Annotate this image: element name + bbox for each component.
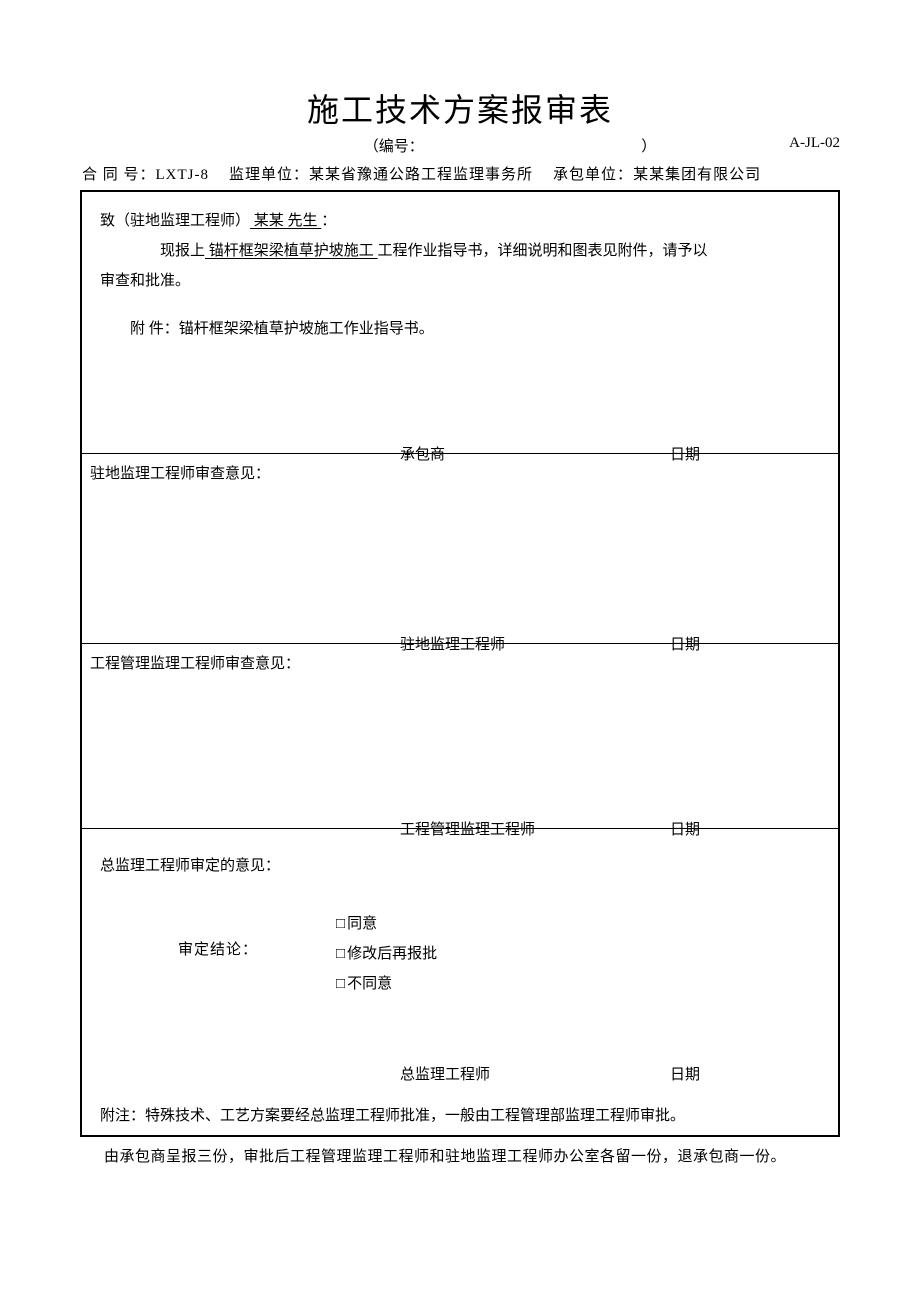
contract-info: 合 同 号：LXTJ-8 <box>82 163 209 184</box>
submit-prefix: 现报上 <box>160 243 205 259</box>
contract-label: 合 同 号： <box>82 167 156 183</box>
section-management-review: 工程管理监理工程师审查意见： 工程管理监理工程师 日期 <box>81 643 839 828</box>
resident-review-label: 驻地监理工程师审查意见： <box>82 454 838 483</box>
contract-value: LXTJ-8 <box>156 167 210 183</box>
doc-number-close: ） <box>641 139 656 155</box>
conclusion-label: 审定结论： <box>100 909 336 999</box>
contractor-value: 某某集团有限公司 <box>633 167 761 183</box>
doc-number: （编号： ） <box>80 135 840 156</box>
option-agree: □同意 <box>336 909 437 939</box>
to-name: 某某 先生 <box>250 213 321 229</box>
appendix-note: 附注：特殊技术、工艺方案要经总监理工程师批准，一般由工程管理部监理工程师审批。 <box>100 1104 820 1125</box>
section-chief-review: 总监理工程师审定的意见： 审定结论： □同意 □修改后再报批 □不同意 总监理工… <box>81 828 839 1136</box>
management-review-label: 工程管理监理工程师审查意见： <box>82 644 838 673</box>
option-revise-text: 修改后再报批 <box>347 946 437 962</box>
doc-number-label: （编号： <box>364 139 424 155</box>
submit-line2: 审查和批准。 <box>100 266 820 296</box>
submit-suffix: 工程作业指导书，详细说明和图表见附件，请予以 <box>378 243 708 259</box>
form-title: 施工技术方案报审表 <box>80 85 840 131</box>
to-suffix: ： <box>321 213 336 229</box>
footer-note: 由承包商呈报三份，审批后工程管理监理工程师和驻地监理工程师办公室各留一份，退承包… <box>80 1145 840 1166</box>
option-agree-text: 同意 <box>347 916 377 932</box>
doc-number-row: （编号： ） A-JL-02 <box>80 135 840 157</box>
supervisor-info: 监理单位：某某省豫通公路工程监理事务所 <box>229 163 533 184</box>
section-submission: 致（驻地监理工程师） 某某 先生 ： 现报上 锚杆框架梁植草护坡施工 工程作业指… <box>81 191 839 453</box>
conclusion-block: 审定结论： □同意 □修改后再报批 □不同意 <box>100 909 820 999</box>
option-revise: □修改后再报批 <box>336 939 437 969</box>
supervisor-value: 某某省豫通公路工程监理事务所 <box>309 167 533 183</box>
supervisor-label: 监理单位： <box>229 167 309 183</box>
attachment-text: 锚杆框架梁植草护坡施工作业指导书。 <box>179 321 434 337</box>
addressee-line: 致（驻地监理工程师） 某某 先生 ： <box>100 206 820 236</box>
submit-item: 锚杆框架梁植草护坡施工 <box>205 243 378 259</box>
chief-review-label: 总监理工程师审定的意见： <box>100 851 820 881</box>
sig-role-chief: 总监理工程师 <box>400 1063 490 1084</box>
doc-number-spacer <box>427 139 637 155</box>
contractor-info: 承包单位：某某集团有限公司 <box>553 163 761 184</box>
checkbox-icon: □ <box>336 969 345 999</box>
conclusion-options: □同意 □修改后再报批 □不同意 <box>336 909 437 999</box>
attachment-line: 附 件：锚杆框架梁植草护坡施工作业指导书。 <box>100 314 820 344</box>
contractor-label: 承包单位： <box>553 167 633 183</box>
header-info: 合 同 号：LXTJ-8 监理单位：某某省豫通公路工程监理事务所 承包单位：某某… <box>80 163 840 184</box>
sig-date-chief: 日期 <box>670 1063 700 1084</box>
option-disagree-text: 不同意 <box>347 976 392 992</box>
attachment-label: 附 件： <box>130 321 179 337</box>
form-table: 致（驻地监理工程师） 某某 先生 ： 现报上 锚杆框架梁植草护坡施工 工程作业指… <box>80 190 840 1137</box>
checkbox-icon: □ <box>336 909 345 939</box>
checkbox-icon: □ <box>336 939 345 969</box>
doc-code: A-JL-02 <box>789 135 840 152</box>
section-resident-review: 驻地监理工程师审查意见： 驻地监理工程师 日期 <box>81 453 839 643</box>
option-disagree: □不同意 <box>336 969 437 999</box>
to-prefix: 致（驻地监理工程师） <box>100 213 250 229</box>
submit-line1: 现报上 锚杆框架梁植草护坡施工 工程作业指导书，详细说明和图表见附件，请予以 <box>100 236 820 266</box>
